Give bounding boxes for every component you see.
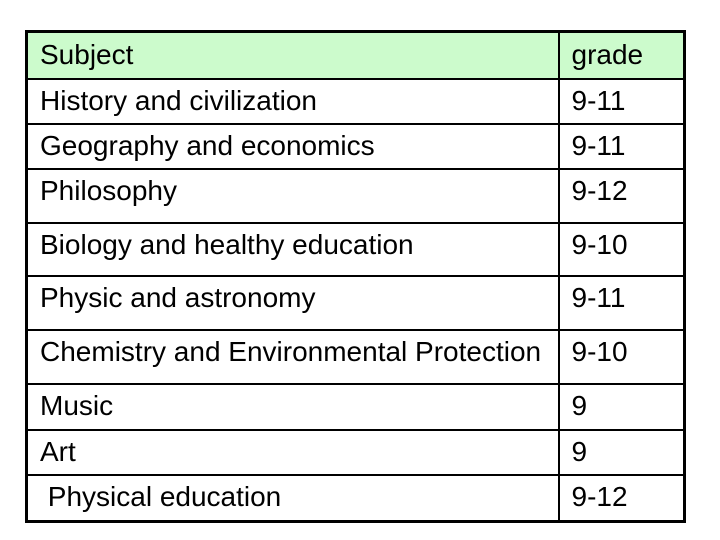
subject-cell: Chemistry and Environmental Protection: [25, 328, 560, 385]
table-row: Music 9: [25, 382, 686, 431]
table-row: Philosophy 9-12: [25, 167, 686, 224]
table-row: Chemistry and Environmental Protection 9…: [25, 328, 686, 385]
header-cell-subject: Subject: [25, 30, 560, 80]
header-row: Subject grade: [25, 30, 686, 80]
subject-cell: Biology and healthy education: [25, 221, 560, 277]
grade-cell: 9-11: [557, 122, 686, 170]
subject-cell: Physical education: [25, 473, 560, 523]
header-cell-grade: grade: [557, 30, 686, 80]
table-row: Biology and healthy education 9-10: [25, 221, 686, 277]
subject-cell: Art: [25, 428, 560, 476]
subject-cell: Music: [25, 382, 560, 431]
grade-cell: 9-11: [557, 274, 686, 331]
grade-cell: 9-12: [557, 473, 686, 523]
table-row: Geography and economics 9-11: [25, 122, 686, 170]
subject-cell: Physic and astronomy: [25, 274, 560, 331]
grade-cell: 9-11: [557, 77, 686, 125]
table-row: History and civilization 9-11: [25, 77, 686, 125]
grade-cell: 9-10: [557, 328, 686, 385]
table-row: Physical education 9-12: [25, 473, 686, 523]
subject-cell: Philosophy: [25, 167, 560, 224]
grade-cell: 9-12: [557, 167, 686, 224]
table-row: Physic and astronomy 9-11: [25, 274, 686, 331]
table-row: Art 9: [25, 428, 686, 476]
subject-grade-table: Subject grade History and civilization 9…: [25, 30, 686, 523]
subject-cell: History and civilization: [25, 77, 560, 125]
grade-cell: 9: [557, 382, 686, 431]
subject-cell: Geography and economics: [25, 122, 560, 170]
grade-cell: 9-10: [557, 221, 686, 277]
grade-cell: 9: [557, 428, 686, 476]
